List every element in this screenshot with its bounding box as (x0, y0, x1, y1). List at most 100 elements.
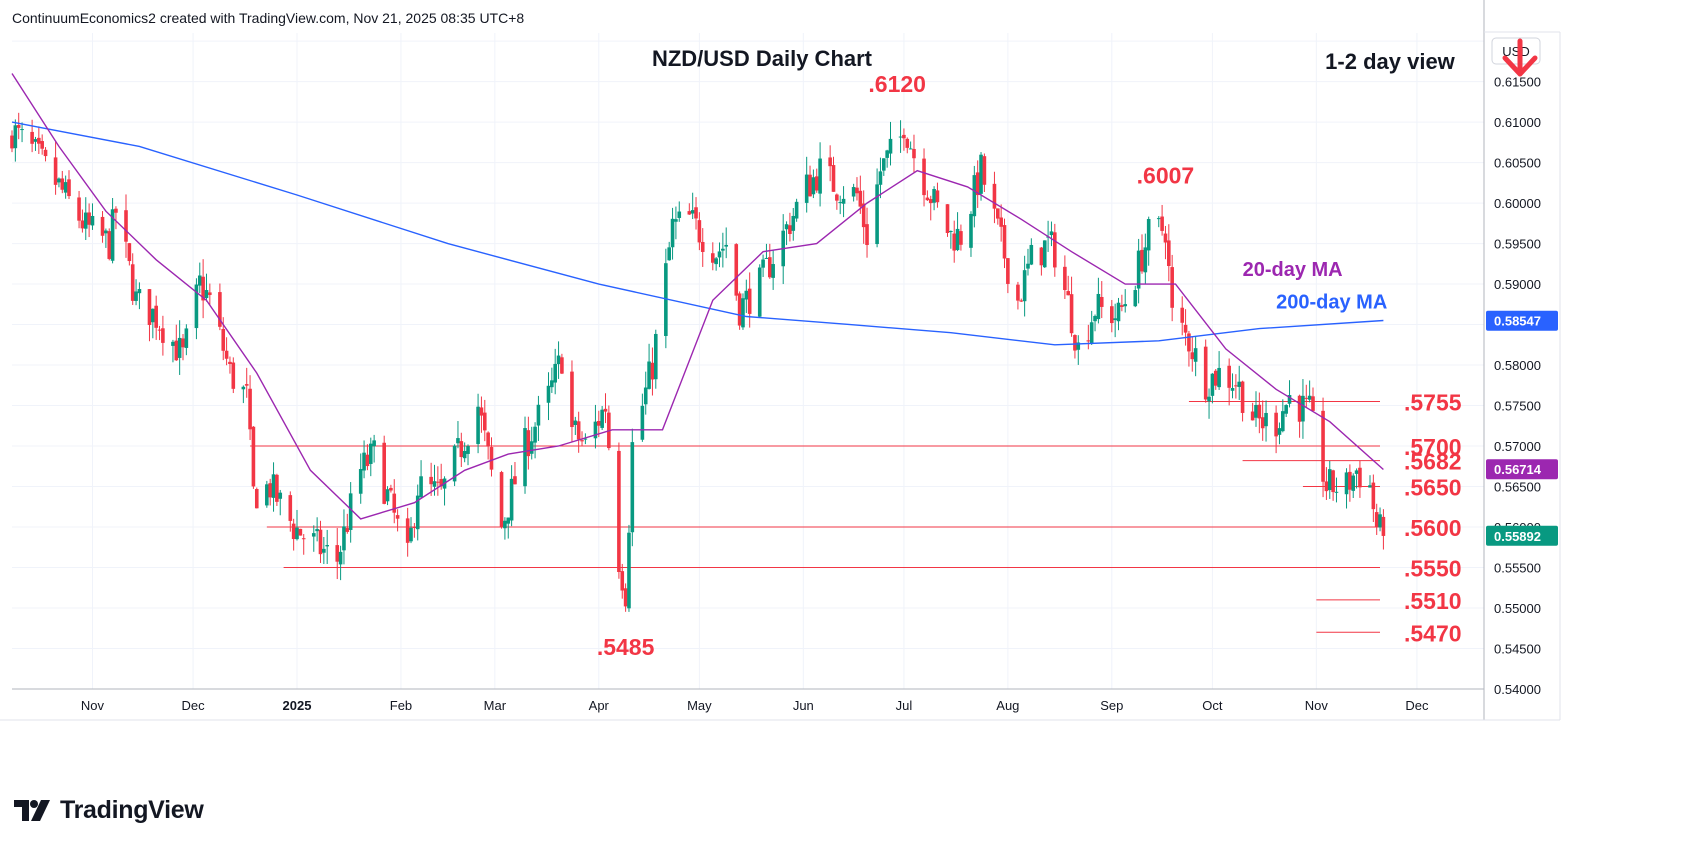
tradingview-logo[interactable]: TradingView (14, 796, 204, 825)
candle (694, 197, 698, 230)
candle-body (1136, 250, 1141, 289)
candle-body (1063, 266, 1067, 291)
candle (536, 395, 541, 441)
y-tick-label: 0.56500 (1494, 480, 1541, 495)
candle-body (1016, 284, 1020, 301)
candle (975, 160, 980, 208)
candle-body (476, 406, 480, 445)
candle-body (851, 187, 856, 197)
candle-body (265, 484, 269, 506)
candle (546, 372, 551, 421)
candle-body (1099, 296, 1104, 307)
candle-body (1160, 216, 1164, 231)
candle (741, 293, 745, 330)
candle-body (808, 174, 812, 197)
candle-body (647, 361, 651, 389)
candle (992, 171, 997, 224)
candle-body (1260, 417, 1265, 429)
level-label: .5700 (1404, 434, 1462, 460)
candle-body (295, 527, 299, 540)
candle-body (952, 233, 957, 251)
candle (1066, 275, 1071, 296)
candle-body (536, 404, 541, 426)
candle (855, 177, 859, 201)
candle (268, 478, 272, 506)
candle-body (161, 328, 165, 343)
candle-body (1133, 290, 1138, 307)
candle-body (1120, 305, 1124, 307)
x-tick-label: Nov (1305, 698, 1329, 713)
candle (87, 203, 91, 238)
candle (154, 295, 158, 340)
candle-body (617, 450, 621, 572)
ma20-badge (1486, 459, 1558, 480)
candle-body (134, 291, 138, 301)
candle (640, 393, 645, 442)
candle (184, 324, 189, 356)
candle-body (184, 328, 189, 348)
candle (1230, 373, 1235, 399)
candle-body (409, 527, 413, 542)
candle (908, 141, 913, 150)
candle-body (1368, 485, 1372, 488)
candle (385, 486, 390, 506)
x-tick-label: Dec (1405, 698, 1429, 713)
candle-body (439, 479, 443, 487)
candle (878, 157, 883, 199)
candle (761, 254, 765, 278)
candle-body (311, 533, 316, 537)
candle-body (979, 154, 983, 194)
candle (134, 279, 138, 306)
candle-body (1287, 395, 1292, 404)
candle-body (345, 528, 350, 532)
candle (1307, 380, 1312, 403)
candle-body (529, 441, 534, 454)
candle-body (1066, 291, 1071, 296)
candle (1099, 281, 1104, 319)
candle-body (724, 244, 729, 247)
candle (945, 204, 950, 237)
level-label: .5510 (1404, 588, 1462, 614)
candle-body (955, 228, 960, 251)
chart-titles: NZD/USD Daily Chart 1-2 day view (652, 38, 1538, 77)
candle (1264, 400, 1268, 442)
candle-body (1086, 340, 1091, 342)
candle-body (1026, 263, 1030, 269)
candle-body (1167, 240, 1171, 266)
candle-body (664, 263, 668, 336)
candle (482, 399, 487, 442)
candle-body (935, 190, 940, 203)
candle (1016, 281, 1020, 310)
candle (358, 453, 363, 504)
candle-body (553, 363, 557, 383)
candle (687, 203, 692, 215)
candle (325, 529, 329, 564)
candle-body (415, 495, 420, 530)
candle-body (560, 357, 564, 374)
candle-body (37, 137, 41, 144)
candle (1368, 475, 1372, 488)
candle (291, 518, 296, 551)
candle (747, 272, 752, 328)
candle-body (1039, 247, 1044, 266)
candle (1049, 221, 1054, 247)
candle (627, 524, 631, 612)
candle (486, 431, 490, 460)
candle (338, 545, 343, 581)
candle (744, 279, 749, 313)
y-tick-label: 0.54000 (1494, 682, 1541, 697)
candle-body (690, 210, 695, 214)
candle-body (1053, 232, 1057, 268)
candle (1193, 336, 1198, 377)
ma200-value: 0.58547 (1494, 314, 1541, 329)
candle-body (630, 442, 635, 533)
candle (298, 528, 303, 536)
candle (476, 393, 480, 454)
candle (114, 206, 118, 230)
candle-body (372, 440, 376, 447)
candle-body (1093, 315, 1097, 322)
candle-body (878, 171, 883, 185)
candle-body (1089, 322, 1094, 344)
candle (1022, 255, 1027, 317)
